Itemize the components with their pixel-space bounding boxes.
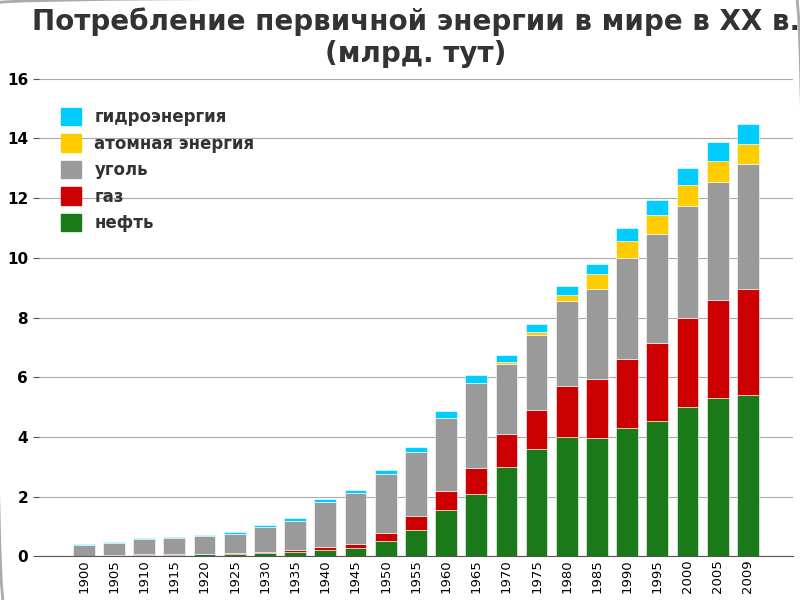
- Bar: [707, 142, 729, 161]
- Bar: [616, 428, 638, 556]
- Bar: [586, 289, 608, 379]
- Bar: [707, 182, 729, 299]
- Bar: [707, 161, 729, 182]
- Bar: [405, 452, 426, 516]
- Bar: [646, 343, 668, 421]
- Bar: [374, 541, 397, 556]
- Bar: [737, 289, 758, 395]
- Bar: [163, 555, 186, 556]
- Bar: [556, 437, 578, 556]
- Bar: [466, 494, 487, 556]
- Bar: [284, 552, 306, 556]
- Bar: [495, 362, 518, 364]
- Bar: [284, 550, 306, 552]
- Bar: [526, 332, 547, 335]
- Bar: [374, 533, 397, 541]
- Bar: [556, 386, 578, 437]
- Bar: [345, 493, 366, 544]
- Bar: [646, 421, 668, 556]
- Bar: [586, 439, 608, 556]
- Bar: [224, 554, 246, 556]
- Bar: [134, 538, 155, 539]
- Bar: [526, 410, 547, 449]
- Bar: [646, 215, 668, 234]
- Bar: [677, 407, 698, 556]
- Bar: [646, 200, 668, 215]
- Bar: [495, 364, 518, 434]
- Bar: [134, 539, 155, 554]
- Bar: [646, 234, 668, 343]
- Bar: [737, 164, 758, 289]
- Bar: [466, 469, 487, 494]
- Bar: [677, 168, 698, 185]
- Bar: [556, 286, 578, 295]
- Bar: [254, 527, 276, 552]
- Bar: [526, 325, 547, 332]
- Bar: [737, 145, 758, 164]
- Bar: [405, 516, 426, 530]
- Bar: [224, 553, 246, 554]
- Bar: [466, 383, 487, 469]
- Bar: [254, 553, 276, 556]
- Bar: [526, 335, 547, 410]
- Bar: [194, 536, 215, 554]
- Bar: [616, 359, 638, 428]
- Bar: [495, 467, 518, 556]
- Bar: [314, 499, 336, 502]
- Bar: [194, 554, 215, 556]
- Bar: [616, 258, 638, 359]
- Bar: [163, 538, 186, 554]
- Bar: [405, 446, 426, 452]
- Bar: [73, 545, 94, 556]
- Bar: [435, 411, 457, 418]
- Bar: [405, 530, 426, 556]
- Bar: [677, 206, 698, 317]
- Bar: [314, 502, 336, 547]
- Bar: [103, 542, 125, 555]
- Bar: [707, 398, 729, 556]
- Bar: [284, 521, 306, 550]
- Bar: [134, 555, 155, 556]
- Bar: [556, 295, 578, 301]
- Bar: [345, 548, 366, 556]
- Bar: [435, 510, 457, 556]
- Bar: [374, 474, 397, 533]
- Bar: [374, 470, 397, 474]
- Bar: [163, 537, 186, 538]
- Bar: [616, 228, 638, 241]
- Bar: [707, 299, 729, 398]
- Bar: [526, 449, 547, 556]
- Bar: [314, 547, 336, 550]
- Bar: [345, 490, 366, 493]
- Bar: [586, 264, 608, 274]
- Bar: [737, 395, 758, 556]
- Bar: [556, 301, 578, 386]
- Title: Потребление первичной энергии в мире в XX в.
(млрд. тут): Потребление первичной энергии в мире в X…: [32, 7, 800, 68]
- Bar: [586, 379, 608, 439]
- Bar: [737, 124, 758, 145]
- Bar: [495, 434, 518, 467]
- Bar: [284, 518, 306, 521]
- Bar: [435, 491, 457, 510]
- Bar: [224, 532, 246, 534]
- Bar: [224, 534, 246, 553]
- Bar: [254, 552, 276, 553]
- Bar: [345, 544, 366, 548]
- Bar: [314, 550, 336, 556]
- Legend: гидроэнергия, атомная энергия, уголь, газ, нефть: гидроэнергия, атомная энергия, уголь, га…: [54, 101, 262, 239]
- Bar: [677, 185, 698, 206]
- Bar: [254, 526, 276, 527]
- Bar: [586, 274, 608, 289]
- Bar: [466, 375, 487, 383]
- Bar: [677, 317, 698, 407]
- Bar: [435, 418, 457, 491]
- Bar: [194, 535, 215, 536]
- Bar: [495, 355, 518, 362]
- Bar: [616, 241, 638, 258]
